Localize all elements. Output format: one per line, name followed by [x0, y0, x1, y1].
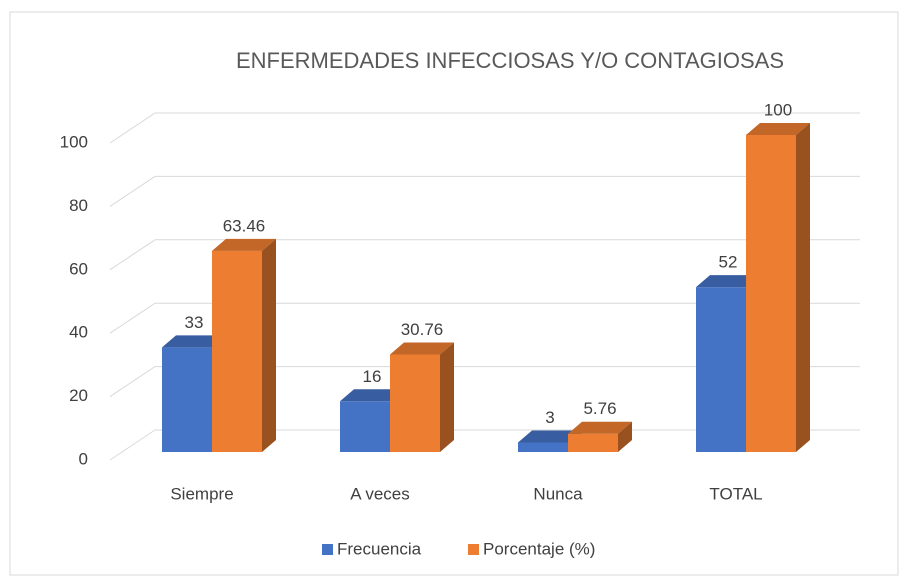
- grid-line: [109, 239, 860, 271]
- bar: [568, 433, 618, 452]
- bar-top: [340, 389, 404, 402]
- bar: [696, 287, 746, 452]
- chart-title: ENFERMEDADES INFECCIOSAS Y/O CONTAGIOSAS: [236, 48, 784, 73]
- bar: [390, 354, 440, 452]
- value-label: 100: [764, 100, 792, 119]
- bar: [518, 442, 568, 452]
- bar: [212, 250, 262, 452]
- bar-top: [162, 335, 226, 348]
- value-label: 52: [719, 253, 738, 272]
- grid-line: [109, 175, 860, 207]
- y-tick-label: 20: [69, 386, 88, 405]
- y-tick-label: 40: [69, 323, 88, 342]
- bar-top: [746, 123, 810, 135]
- bar-top: [696, 275, 760, 288]
- bar: [162, 347, 212, 452]
- x-tick-label: Nunca: [533, 484, 583, 503]
- bar-top: [518, 430, 582, 443]
- y-tick-label: 80: [69, 196, 88, 215]
- bar-top: [568, 421, 632, 434]
- legend-swatch: [468, 544, 479, 555]
- bar: [340, 401, 390, 452]
- x-tick-label: A veces: [350, 484, 410, 503]
- bar-side: [618, 421, 632, 452]
- bar-top: [212, 238, 276, 251]
- legend-swatch: [322, 544, 333, 555]
- grid-line: [109, 112, 860, 144]
- bar-top: [390, 342, 454, 355]
- value-label: 33: [185, 313, 204, 332]
- value-label: 30.76: [401, 320, 444, 339]
- value-label: 16: [363, 367, 382, 386]
- bar-side: [440, 342, 454, 452]
- legend-label: Frecuencia: [337, 539, 422, 558]
- grid-line: [109, 302, 860, 334]
- y-tick-label: 60: [69, 259, 88, 278]
- value-label: 3: [545, 408, 554, 427]
- bar-side: [796, 123, 810, 452]
- y-tick-label: 0: [79, 449, 88, 468]
- y-tick-label: 100: [60, 132, 88, 151]
- value-label: 5.76: [583, 399, 616, 418]
- bar-side: [262, 238, 276, 452]
- legend-label: Porcentaje (%): [483, 539, 595, 558]
- value-label: 63.46: [223, 216, 266, 235]
- x-tick-label: Siempre: [170, 484, 233, 503]
- x-tick-label: TOTAL: [709, 484, 762, 503]
- bar: [746, 135, 796, 452]
- grid-line: [109, 366, 860, 398]
